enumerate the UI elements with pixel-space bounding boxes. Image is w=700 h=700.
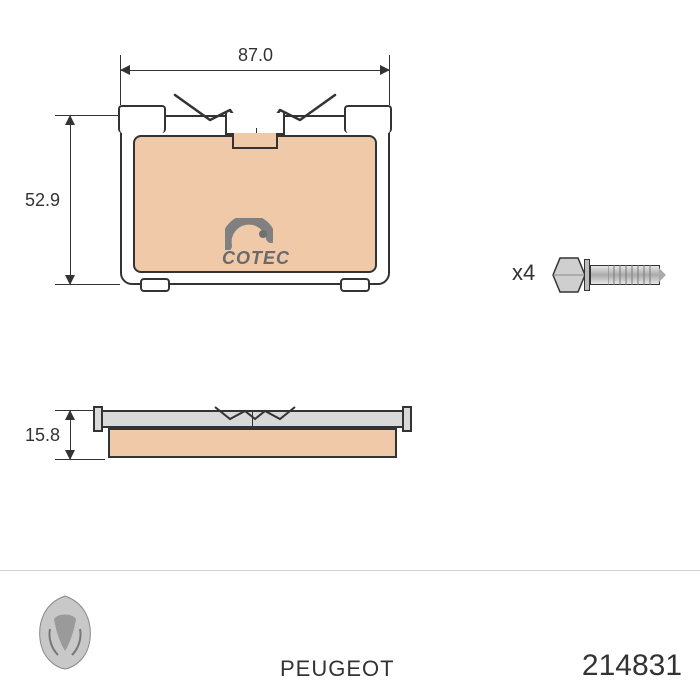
side-hole-mark bbox=[252, 412, 253, 426]
dim-height-label: 52.9 bbox=[25, 190, 60, 211]
dim-width-label: 87.0 bbox=[238, 45, 273, 66]
footer: PEUGEOT 214831 bbox=[0, 570, 700, 700]
cotec-label: COTEC bbox=[222, 248, 290, 269]
ear-bottom-left bbox=[140, 278, 170, 292]
arrow-icon bbox=[120, 65, 130, 75]
ext-line bbox=[55, 459, 105, 460]
top-notch bbox=[225, 113, 285, 135]
side-ear-right bbox=[402, 406, 412, 432]
ear-top-right bbox=[344, 105, 392, 133]
part-number: 214831 bbox=[582, 649, 682, 683]
dim-line-width bbox=[120, 70, 390, 71]
bolt-tip bbox=[659, 268, 666, 282]
side-clip-icon bbox=[210, 405, 300, 425]
side-friction bbox=[108, 428, 397, 458]
dim-line-height bbox=[70, 115, 71, 285]
arrow-icon bbox=[65, 450, 75, 460]
friction-notch bbox=[232, 133, 278, 149]
cotec-swoosh-icon bbox=[225, 218, 273, 250]
ext-line bbox=[55, 410, 95, 411]
ext-line bbox=[389, 55, 390, 105]
arrow-icon bbox=[65, 410, 75, 420]
arrow-icon bbox=[65, 115, 75, 125]
ear-bottom-right bbox=[340, 278, 370, 292]
dim-thickness-label: 15.8 bbox=[25, 425, 60, 446]
diagram-canvas: 87.0 52.9 COTEC bbox=[0, 0, 700, 700]
arrow-icon bbox=[65, 275, 75, 285]
arrow-icon bbox=[380, 65, 390, 75]
bolt-head-icon bbox=[552, 256, 586, 294]
ext-line bbox=[120, 55, 121, 105]
ear-top-left bbox=[118, 105, 166, 133]
bolt-thread-icon bbox=[608, 265, 660, 285]
brand-label: PEUGEOT bbox=[280, 656, 395, 682]
peugeot-lion-icon bbox=[30, 591, 100, 671]
quantity-label: x4 bbox=[512, 260, 535, 286]
